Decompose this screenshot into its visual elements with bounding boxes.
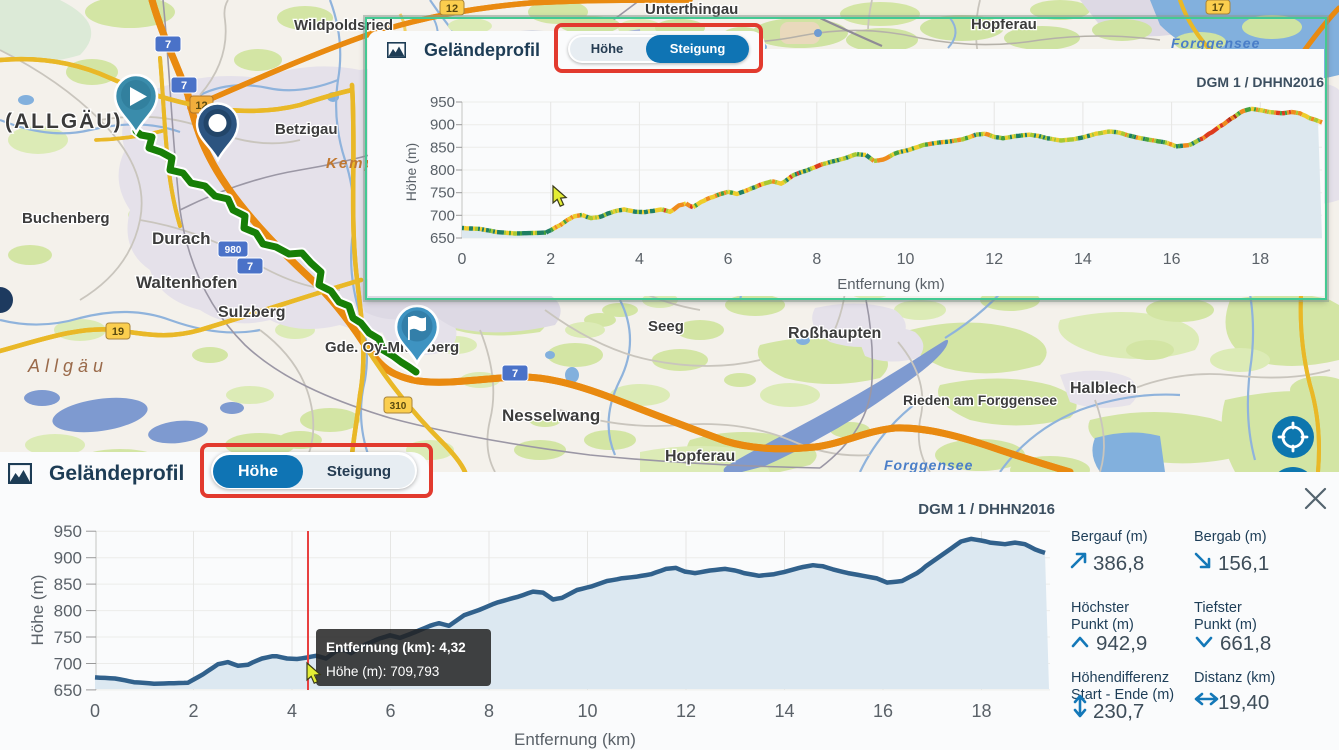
svg-text:19,40: 19,40 xyxy=(1218,691,1269,714)
svg-text:Waltenhofen: Waltenhofen xyxy=(136,273,237,292)
svg-text:Hopferau: Hopferau xyxy=(971,16,1037,33)
svg-text:7: 7 xyxy=(181,80,187,92)
svg-text:8: 8 xyxy=(484,701,494,721)
svg-text:Start - Ende (m): Start - Ende (m) xyxy=(1071,687,1174,703)
svg-text:Unterthingau: Unterthingau xyxy=(645,1,738,18)
svg-text:230,7: 230,7 xyxy=(1093,700,1144,723)
svg-text:10: 10 xyxy=(577,701,597,721)
svg-text:Forggensee: Forggensee xyxy=(1171,35,1260,51)
svg-text:750: 750 xyxy=(54,628,82,647)
svg-text:980: 980 xyxy=(225,245,242,256)
svg-text:4: 4 xyxy=(287,701,297,721)
svg-text:17: 17 xyxy=(1212,2,1224,14)
svg-text:950: 950 xyxy=(54,522,82,541)
svg-text:900: 900 xyxy=(430,117,455,134)
svg-text:0: 0 xyxy=(90,701,100,721)
svg-text:Punkt (m): Punkt (m) xyxy=(1071,617,1134,633)
svg-text:700: 700 xyxy=(430,207,455,224)
svg-text:Höhe (m): Höhe (m) xyxy=(403,143,419,201)
svg-text:16: 16 xyxy=(873,701,893,721)
svg-text:7: 7 xyxy=(165,39,171,51)
svg-text:Höchster: Höchster xyxy=(1071,600,1129,616)
svg-text:Distanz (km): Distanz (km) xyxy=(1194,670,1275,686)
svg-text:Höhendifferenz: Höhendifferenz xyxy=(1071,670,1169,686)
svg-text:Betzigau: Betzigau xyxy=(275,121,338,138)
svg-text:Entfernung (km): Entfernung (km) xyxy=(837,276,945,293)
svg-text:12: 12 xyxy=(676,701,696,721)
svg-text:12: 12 xyxy=(985,251,1003,268)
svg-text:DGM 1 / DHHN2016: DGM 1 / DHHN2016 xyxy=(1196,74,1324,90)
svg-text:Gde. Oy-Mittelberg: Gde. Oy-Mittelberg xyxy=(325,339,459,356)
svg-text:Durach: Durach xyxy=(152,229,211,248)
svg-text:Allgäu: Allgäu xyxy=(27,356,108,376)
svg-text:Forggensee: Forggensee xyxy=(884,457,973,473)
svg-text:10: 10 xyxy=(897,251,915,268)
svg-text:Tiefster: Tiefster xyxy=(1194,600,1242,616)
svg-text:650: 650 xyxy=(430,230,455,247)
svg-text:7: 7 xyxy=(247,261,253,273)
svg-text:Punkt (m): Punkt (m) xyxy=(1194,617,1257,633)
svg-text:14: 14 xyxy=(1074,251,1092,268)
svg-text:14: 14 xyxy=(774,701,794,721)
svg-text:Wildpoldsried: Wildpoldsried xyxy=(294,17,393,34)
svg-text:661,8: 661,8 xyxy=(1220,632,1271,655)
svg-text:18: 18 xyxy=(971,701,991,721)
svg-text:Höhe (m): 709,793: Höhe (m): 709,793 xyxy=(326,664,439,679)
svg-text:942,9: 942,9 xyxy=(1096,632,1147,655)
svg-text:Roßhaupten: Roßhaupten xyxy=(788,325,881,342)
svg-text:DGM 1 / DHHN2016: DGM 1 / DHHN2016 xyxy=(918,501,1055,518)
svg-text:12: 12 xyxy=(446,3,458,15)
svg-text:8: 8 xyxy=(812,251,821,268)
svg-text:16: 16 xyxy=(1163,251,1181,268)
svg-text:2: 2 xyxy=(546,251,555,268)
svg-text:6: 6 xyxy=(724,251,733,268)
svg-text:Nesselwang: Nesselwang xyxy=(502,406,600,425)
svg-text:7: 7 xyxy=(512,368,518,380)
svg-text:800: 800 xyxy=(54,602,82,621)
svg-text:Entfernung (km): Entfernung (km) xyxy=(514,730,636,749)
svg-text:Höhe (m): Höhe (m) xyxy=(28,575,47,646)
svg-text:Halblech: Halblech xyxy=(1070,380,1137,397)
svg-text:Bergauf (m): Bergauf (m) xyxy=(1071,529,1148,545)
svg-text:N (ALLGÄU): N (ALLGÄU) xyxy=(0,110,122,133)
svg-text:Sulzberg: Sulzberg xyxy=(218,304,286,321)
svg-text:18: 18 xyxy=(1251,251,1269,268)
svg-text:850: 850 xyxy=(430,139,455,156)
svg-text:Entfernung (km): 4,32: Entfernung (km): 4,32 xyxy=(326,640,466,655)
svg-text:156,1: 156,1 xyxy=(1218,552,1269,575)
svg-text:2: 2 xyxy=(188,701,198,721)
svg-text:19: 19 xyxy=(112,326,124,338)
svg-text:Buchenberg: Buchenberg xyxy=(22,210,110,227)
svg-text:310: 310 xyxy=(390,401,407,412)
svg-text:6: 6 xyxy=(385,701,395,721)
svg-text:650: 650 xyxy=(54,681,82,700)
svg-text:750: 750 xyxy=(430,185,455,202)
svg-text:Hopferau: Hopferau xyxy=(665,448,735,465)
svg-text:386,8: 386,8 xyxy=(1093,552,1144,575)
svg-text:Bergab (m): Bergab (m) xyxy=(1194,529,1267,545)
svg-text:700: 700 xyxy=(54,655,82,674)
svg-text:800: 800 xyxy=(430,162,455,179)
svg-text:950: 950 xyxy=(430,94,455,111)
svg-text:Seeg: Seeg xyxy=(648,318,684,335)
svg-text:900: 900 xyxy=(54,549,82,568)
svg-text:Rieden am Forggensee: Rieden am Forggensee xyxy=(903,392,1057,408)
svg-text:4: 4 xyxy=(635,251,644,268)
svg-text:0: 0 xyxy=(458,251,467,268)
svg-text:850: 850 xyxy=(54,575,82,594)
